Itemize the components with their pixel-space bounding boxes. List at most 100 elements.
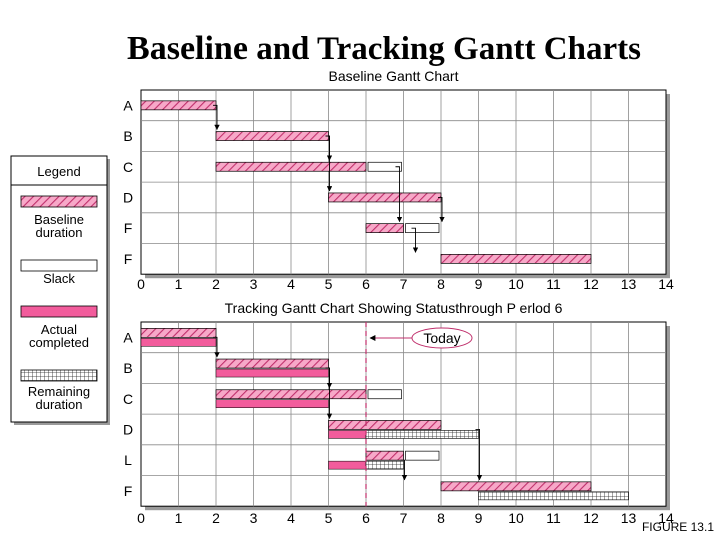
x-tick-label: 1 <box>175 276 183 292</box>
legend-swatch-remaining <box>20 369 98 382</box>
x-tick-label: 9 <box>475 276 483 292</box>
legend: LegendBaselinedurationSlackActualcomplet… <box>10 155 110 425</box>
legend-label-actual: Actual <box>41 322 77 337</box>
task-bar-group <box>365 223 440 233</box>
x-tick-label: 10 <box>508 510 524 526</box>
baseline-bar <box>365 223 404 233</box>
dependency-arrow <box>325 367 333 419</box>
slide-title: Baseline and Tracking Gantt Charts <box>0 30 720 68</box>
baseline-bar <box>140 100 217 111</box>
x-tick-label: 7 <box>400 510 408 526</box>
slack-bar <box>405 223 440 233</box>
baseline-bar <box>328 192 442 203</box>
dependency-arrow <box>325 135 333 192</box>
category-label: F <box>124 220 133 236</box>
legend-label-remaining: Remaining <box>28 384 90 399</box>
x-tick-label: 0 <box>137 510 145 526</box>
x-tick-label: 8 <box>437 510 445 526</box>
category-label: A <box>123 97 133 113</box>
x-tick-label: 11 <box>546 510 561 526</box>
x-tick-label: 14 <box>658 276 674 292</box>
baseline-bar <box>215 131 329 141</box>
x-tick-label: 3 <box>250 510 258 526</box>
task-bar-group <box>328 192 442 203</box>
x-tick-label: 6 <box>362 510 370 526</box>
x-tick-label: 7 <box>400 276 408 292</box>
baseline-bar <box>365 450 404 461</box>
remaining-bar <box>365 460 404 470</box>
x-tick-label: 12 <box>583 276 599 292</box>
actual-bar <box>140 338 217 347</box>
x-tick-label: 12 <box>583 510 599 526</box>
remaining-bar <box>478 491 629 501</box>
dependency-arrow <box>213 336 220 358</box>
task-bar-group <box>440 481 629 501</box>
dependency-arrow <box>411 227 419 253</box>
category-label: B <box>123 360 132 376</box>
category-label: A <box>123 329 133 345</box>
category-label: F <box>124 251 133 267</box>
actual-bar <box>328 430 367 439</box>
baseline-bar <box>215 389 367 400</box>
baseline-bar <box>140 328 217 338</box>
legend-label-remaining: duration <box>36 397 83 412</box>
x-tick-label: 4 <box>287 510 295 526</box>
baseline-bar <box>440 254 592 264</box>
actual-bar <box>215 368 329 378</box>
x-tick-label: 3 <box>250 276 258 292</box>
x-tick-label: 1 <box>175 510 183 526</box>
x-tick-label: 4 <box>287 276 295 292</box>
legend-label-actual: completed <box>29 335 89 350</box>
legend-label-baseline: duration <box>36 225 83 240</box>
x-tick-label: 13 <box>621 510 637 526</box>
legend-swatch-slack <box>20 259 98 272</box>
x-tick-label: 14 <box>658 510 674 526</box>
task-bar-group <box>328 450 440 470</box>
legend-label-baseline: Baseline <box>34 212 84 227</box>
slide-title-rest: and Tracking Gantt Charts <box>247 31 641 67</box>
x-tick-label: 2 <box>212 276 220 292</box>
x-tick-label: 10 <box>508 276 524 292</box>
category-label: B <box>123 128 132 144</box>
slide-title-bold: Baseline <box>127 30 248 67</box>
chart-title: Tracking Gantt Chart Showing Statusthrou… <box>225 300 563 316</box>
x-tick-label: 0 <box>137 276 145 292</box>
task-bar-group <box>215 358 329 378</box>
x-tick-label: 9 <box>475 510 483 526</box>
dependency-arrow <box>395 166 403 223</box>
task-bar-group <box>215 131 329 141</box>
category-label: C <box>123 159 133 175</box>
legend-swatch-baseline <box>20 195 98 208</box>
baseline-bar <box>215 161 367 172</box>
task-bar-group <box>140 328 217 347</box>
baseline-bar <box>328 420 442 430</box>
dependency-arrow <box>400 459 408 481</box>
dependency-arrow <box>213 104 220 131</box>
x-tick-label: 6 <box>362 276 370 292</box>
slack-bar <box>367 389 402 400</box>
slack-bar <box>367 161 402 172</box>
category-label: D <box>123 189 133 205</box>
chart-title: Baseline Gantt Chart <box>329 68 459 84</box>
legend-label-slack: Slack <box>43 271 75 286</box>
baseline-bar <box>440 481 592 492</box>
category-label: L <box>124 452 132 468</box>
dependency-arrow <box>475 429 483 481</box>
legend-swatch-actual <box>20 305 98 318</box>
baseline-bar <box>215 358 329 369</box>
slack-bar <box>405 450 440 461</box>
x-tick-label: 8 <box>437 276 445 292</box>
today-label: Today <box>423 330 460 346</box>
x-tick-label: 13 <box>621 276 637 292</box>
task-bar-group <box>440 254 592 264</box>
task-bar-group <box>140 100 217 111</box>
gantt-chart-2: Tracking Gantt Chart Showing Statusthrou… <box>123 300 674 526</box>
x-tick-label: 2 <box>212 510 220 526</box>
x-tick-label: 11 <box>546 276 561 292</box>
